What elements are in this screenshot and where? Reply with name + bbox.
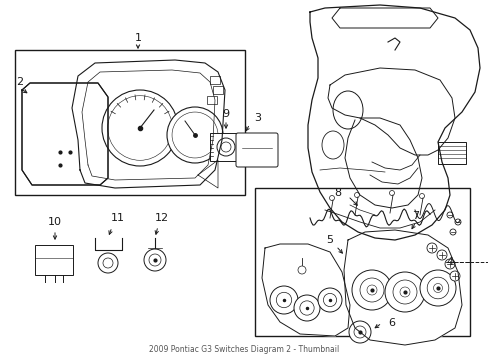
Text: 10: 10 [48,217,62,227]
Circle shape [98,253,118,273]
Ellipse shape [321,131,343,159]
Polygon shape [72,60,224,188]
Ellipse shape [332,91,362,129]
Polygon shape [307,5,479,240]
Polygon shape [22,83,108,185]
Circle shape [102,90,178,166]
Circle shape [353,326,365,338]
Circle shape [436,250,446,260]
Text: 2009 Pontiac G3 Switches Diagram 2 - Thumbnail: 2009 Pontiac G3 Switches Diagram 2 - Thu… [149,346,339,355]
FancyBboxPatch shape [236,133,278,167]
Circle shape [143,249,165,271]
Bar [213,86,223,94]
Text: 9: 9 [222,109,229,119]
Circle shape [217,138,235,156]
Bar [15,50,244,195]
Circle shape [297,266,305,274]
Circle shape [293,295,319,321]
Circle shape [348,321,370,343]
Text: 7: 7 [411,211,419,221]
Circle shape [384,272,424,312]
Text: 6: 6 [387,318,395,328]
Bar [254,188,469,336]
Circle shape [317,288,341,312]
Circle shape [221,142,230,152]
Circle shape [389,190,394,195]
Bar [437,142,465,164]
Circle shape [446,212,452,218]
Polygon shape [262,244,349,336]
Circle shape [269,286,297,314]
Polygon shape [345,118,421,208]
Text: 4: 4 [446,257,453,267]
Bar [209,133,242,161]
Text: 11: 11 [111,213,125,223]
Text: 1: 1 [134,33,141,43]
Polygon shape [327,68,454,155]
Bar [209,76,220,84]
Text: 12: 12 [155,213,169,223]
Text: 2: 2 [17,77,23,87]
Text: 5: 5 [326,235,333,245]
Circle shape [167,107,223,163]
Bar [35,245,73,275]
Circle shape [329,195,334,201]
Bar [206,96,217,104]
Circle shape [419,270,455,306]
Polygon shape [343,230,461,345]
Polygon shape [331,8,437,28]
Text: 3: 3 [254,113,261,123]
Polygon shape [198,160,218,188]
Circle shape [444,259,454,269]
Circle shape [419,194,424,198]
Text: 8: 8 [334,188,341,198]
Circle shape [354,193,359,198]
Circle shape [426,243,436,253]
Circle shape [454,219,460,225]
Circle shape [449,271,459,281]
Circle shape [351,270,391,310]
Circle shape [449,229,455,235]
